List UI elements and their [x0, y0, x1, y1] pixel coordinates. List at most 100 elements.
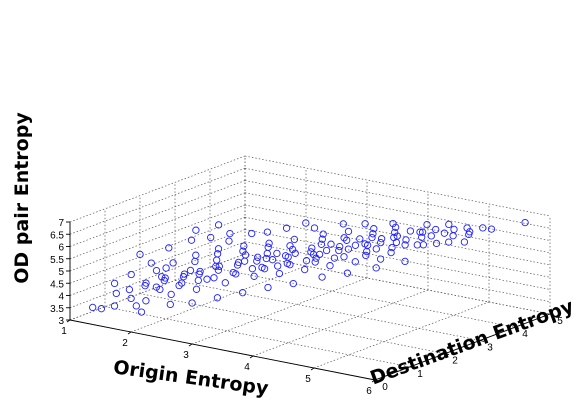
x-tick-label: 2 — [122, 338, 128, 349]
data-point — [147, 259, 155, 267]
grid-lines — [69, 155, 551, 381]
data-point — [318, 235, 326, 243]
data-point — [192, 226, 200, 234]
data-point — [286, 242, 294, 250]
x-tick-label: 3 — [183, 350, 189, 361]
data-point — [419, 241, 428, 249]
data-point — [188, 299, 196, 307]
data-point — [282, 224, 291, 232]
data-point — [479, 224, 487, 232]
y-tick-mark — [514, 326, 520, 329]
x-tick-mark — [188, 343, 193, 347]
data-point — [401, 241, 409, 249]
data-point — [432, 239, 441, 248]
z-tick-label: 4.5 — [50, 279, 64, 290]
data-point — [260, 265, 269, 273]
z-tick-label: 5 — [58, 267, 64, 278]
z-tick-label: 5.5 — [50, 255, 64, 266]
data-point — [162, 264, 170, 272]
y-tick-mark — [444, 353, 450, 356]
data-point — [239, 289, 247, 297]
data-point — [362, 251, 370, 260]
data-point — [213, 294, 222, 302]
data-point — [97, 305, 106, 313]
data-point — [232, 270, 240, 278]
data-point — [450, 225, 458, 234]
floor-gridline — [252, 289, 429, 357]
data-point — [225, 237, 233, 245]
data-point — [214, 245, 223, 253]
x-axis-line — [69, 319, 376, 381]
data-point — [310, 224, 319, 232]
y-tick-mark — [479, 339, 485, 342]
back-wall-gridline — [244, 204, 551, 266]
y-tick-label: 2 — [452, 356, 458, 367]
data-point — [302, 219, 310, 227]
back-wall-gridline — [244, 229, 551, 290]
data-point — [288, 245, 297, 254]
data-point — [291, 249, 299, 257]
z-tick-label: 6.5 — [50, 230, 64, 241]
data-point — [127, 270, 135, 279]
y-tick-label: 5 — [557, 316, 563, 327]
floor-gridline — [139, 293, 446, 354]
floor-gridline — [104, 306, 411, 368]
y-axis-label: Destination Entropy — [367, 295, 577, 389]
data-point — [432, 225, 440, 234]
data-point — [264, 283, 272, 292]
data-point — [248, 229, 256, 238]
data-point — [449, 232, 457, 240]
y-tick-mark — [409, 366, 415, 369]
y-tick-mark — [549, 313, 555, 316]
data-point — [416, 228, 424, 236]
data-point — [327, 240, 335, 248]
data-point — [239, 247, 247, 255]
x-tick-mark — [127, 331, 132, 335]
data-point — [248, 265, 257, 273]
data-point — [263, 228, 272, 236]
y-tick-mark — [374, 379, 380, 382]
left-wall-gridline — [69, 155, 246, 223]
data-point — [289, 279, 297, 288]
x-tick-mark — [310, 367, 315, 371]
back-wall-gridline — [244, 241, 551, 303]
data-point — [351, 258, 359, 266]
data-point — [339, 220, 347, 228]
data-point — [290, 235, 299, 244]
data-point — [372, 245, 380, 253]
data-point — [340, 253, 348, 261]
data-point — [465, 230, 473, 239]
back-wall-gridline — [244, 155, 551, 217]
data-point — [308, 244, 316, 252]
data-point — [307, 248, 315, 256]
data-point — [391, 228, 399, 237]
data-point — [317, 240, 326, 248]
y-tick-label: 1 — [417, 369, 423, 380]
x-tick-mark — [249, 355, 254, 359]
y-tick-label: 3 — [487, 342, 493, 353]
data-point — [344, 227, 353, 236]
y-axis-line — [374, 313, 551, 381]
data-point — [368, 233, 376, 242]
data-point — [389, 219, 397, 228]
data-point — [376, 255, 385, 263]
z-tick-label: 3.5 — [50, 304, 64, 315]
data-point — [214, 221, 223, 229]
z-tick-label: 3 — [58, 316, 64, 327]
left-wall-gridline — [69, 180, 246, 247]
back-wall-gridline — [244, 216, 551, 278]
data-point — [254, 253, 262, 261]
data-point — [110, 279, 119, 288]
data-point — [167, 290, 175, 299]
data-points — [89, 218, 529, 316]
data-point — [326, 262, 334, 270]
data-point — [89, 303, 97, 312]
data-point — [343, 269, 352, 277]
data-point — [187, 236, 196, 244]
back-wall-gridline — [244, 192, 551, 254]
back-wall-gridline — [244, 180, 551, 241]
y-tick-label: 4 — [522, 329, 528, 340]
axes-box — [66, 221, 555, 383]
back-wall-gridline — [244, 253, 551, 315]
